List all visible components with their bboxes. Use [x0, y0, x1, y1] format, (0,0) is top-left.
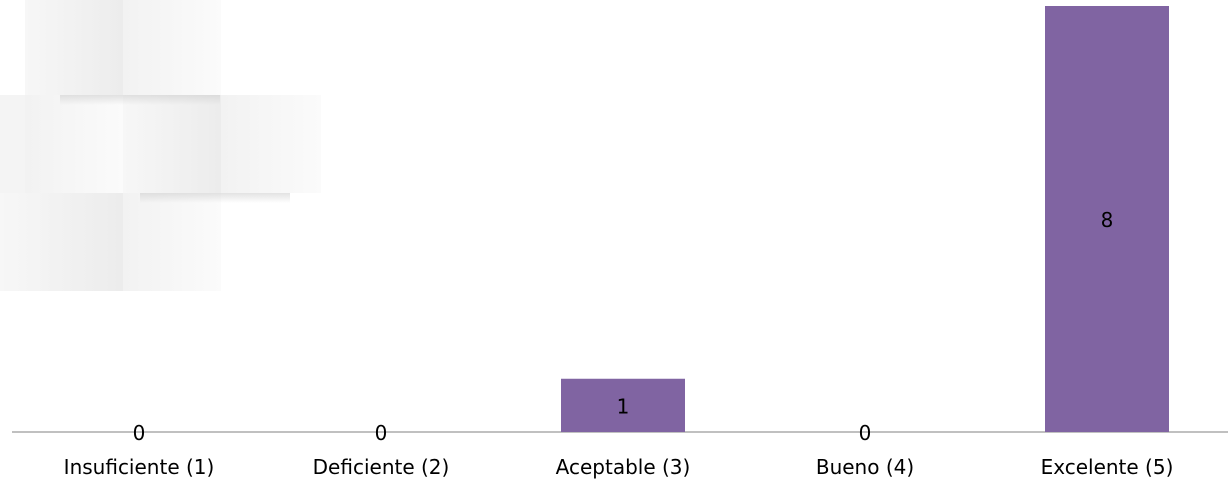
x-tick-label: Insuficiente (1)	[64, 455, 215, 479]
x-tick-label: Aceptable (3)	[556, 455, 691, 479]
x-tick-label: Bueno (4)	[816, 455, 914, 479]
data-label: 1	[617, 394, 630, 418]
bar	[1045, 6, 1169, 432]
data-label: 8	[1101, 208, 1114, 232]
data-label: 0	[859, 421, 872, 445]
data-label: 0	[375, 421, 388, 445]
decoration	[0, 0, 321, 291]
x-tick-label: Excelente (5)	[1041, 455, 1174, 479]
data-label: 0	[133, 421, 146, 445]
bar	[561, 378, 685, 432]
x-tick-label: Deficiente (2)	[313, 455, 450, 479]
